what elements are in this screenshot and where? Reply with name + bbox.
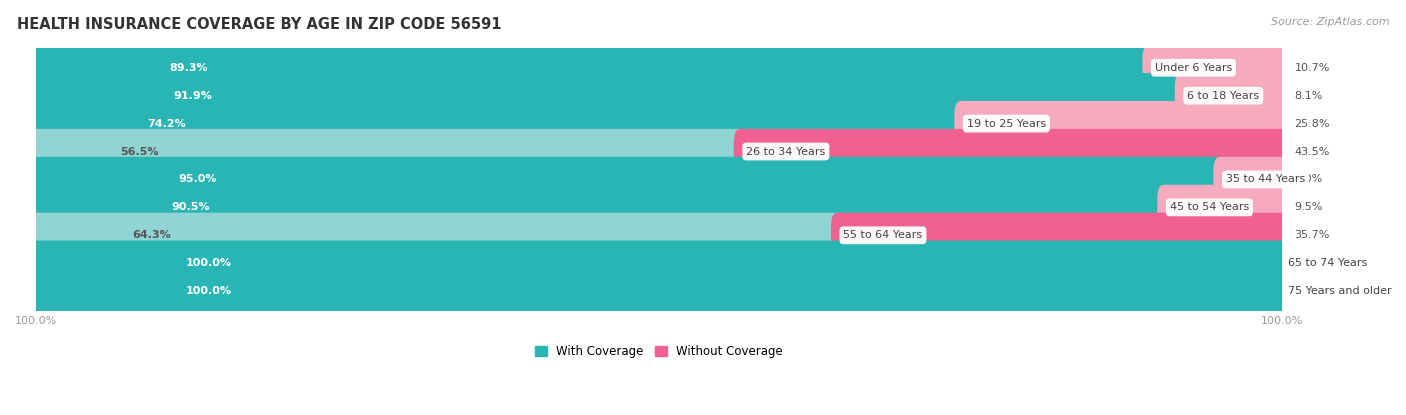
FancyBboxPatch shape [1157, 185, 1288, 230]
FancyBboxPatch shape [1175, 73, 1288, 118]
Text: 8.1%: 8.1% [1295, 90, 1323, 101]
Text: 100.0%: 100.0% [186, 258, 232, 268]
Text: 35 to 44 Years: 35 to 44 Years [1226, 174, 1305, 184]
FancyBboxPatch shape [955, 101, 1288, 146]
Text: 64.3%: 64.3% [132, 230, 172, 240]
Text: 45 to 54 Years: 45 to 54 Years [1170, 203, 1249, 212]
FancyBboxPatch shape [1143, 45, 1288, 90]
FancyBboxPatch shape [30, 101, 967, 146]
Text: 90.5%: 90.5% [172, 203, 209, 212]
FancyBboxPatch shape [30, 157, 1226, 202]
Text: 95.0%: 95.0% [179, 174, 217, 184]
Text: 25.8%: 25.8% [1295, 119, 1330, 129]
Text: 89.3%: 89.3% [170, 63, 208, 73]
FancyBboxPatch shape [30, 45, 1154, 90]
Text: 5.0%: 5.0% [1295, 174, 1323, 184]
FancyBboxPatch shape [30, 129, 747, 174]
Text: HEALTH INSURANCE COVERAGE BY AGE IN ZIP CODE 56591: HEALTH INSURANCE COVERAGE BY AGE IN ZIP … [17, 17, 502, 32]
FancyBboxPatch shape [30, 269, 1288, 314]
FancyBboxPatch shape [37, 137, 1282, 166]
Text: 75 Years and older: 75 Years and older [1288, 286, 1392, 296]
Text: 10.7%: 10.7% [1295, 63, 1330, 73]
FancyBboxPatch shape [30, 73, 1187, 118]
FancyBboxPatch shape [37, 193, 1282, 221]
FancyBboxPatch shape [30, 185, 1170, 230]
FancyBboxPatch shape [37, 221, 1282, 249]
Text: 65 to 74 Years: 65 to 74 Years [1288, 258, 1368, 268]
FancyBboxPatch shape [37, 166, 1282, 193]
Text: 100.0%: 100.0% [186, 286, 232, 296]
Text: 0.0%: 0.0% [1295, 286, 1323, 296]
FancyBboxPatch shape [37, 54, 1282, 82]
FancyBboxPatch shape [37, 110, 1282, 137]
FancyBboxPatch shape [1213, 157, 1288, 202]
FancyBboxPatch shape [831, 212, 1288, 258]
FancyBboxPatch shape [37, 82, 1282, 110]
FancyBboxPatch shape [30, 241, 1288, 286]
Text: 19 to 25 Years: 19 to 25 Years [967, 119, 1046, 129]
FancyBboxPatch shape [30, 212, 844, 258]
Text: 9.5%: 9.5% [1295, 203, 1323, 212]
FancyBboxPatch shape [37, 277, 1282, 305]
Text: 55 to 64 Years: 55 to 64 Years [844, 230, 922, 240]
Text: 35.7%: 35.7% [1295, 230, 1330, 240]
FancyBboxPatch shape [37, 249, 1282, 277]
FancyBboxPatch shape [734, 129, 1288, 174]
Legend: With Coverage, Without Coverage: With Coverage, Without Coverage [530, 340, 787, 363]
Text: 43.5%: 43.5% [1295, 146, 1330, 156]
Text: 6 to 18 Years: 6 to 18 Years [1187, 90, 1260, 101]
Text: 56.5%: 56.5% [121, 146, 159, 156]
Text: Under 6 Years: Under 6 Years [1154, 63, 1232, 73]
Text: 0.0%: 0.0% [1295, 258, 1323, 268]
Text: 74.2%: 74.2% [148, 119, 186, 129]
Text: 91.9%: 91.9% [173, 90, 212, 101]
Text: Source: ZipAtlas.com: Source: ZipAtlas.com [1271, 17, 1389, 27]
Text: 26 to 34 Years: 26 to 34 Years [747, 146, 825, 156]
